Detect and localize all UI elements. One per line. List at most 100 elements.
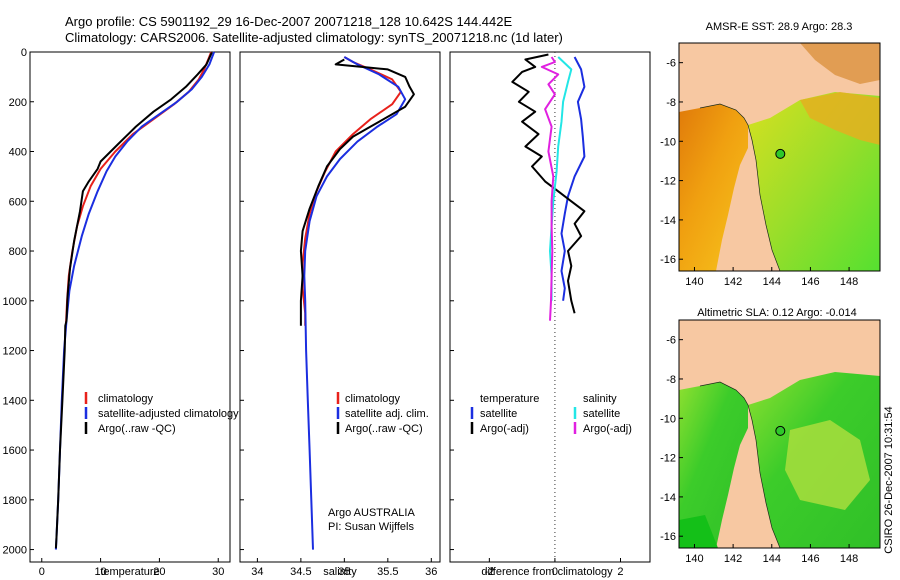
map-x-tick-label: 142 <box>724 276 742 288</box>
x-tick-label: 20 <box>153 566 165 578</box>
series-line <box>303 56 407 550</box>
y-tick-label: 200 <box>9 97 27 109</box>
sla-map-panel: Altimetric SLA: 0.12 Argo: -0.014 140 142… <box>660 307 881 565</box>
y-tick-label: 0 <box>21 47 27 59</box>
series-line <box>560 56 586 301</box>
series-line <box>540 56 560 321</box>
sla-anomaly-low <box>679 515 718 548</box>
sla-map-title: Altimetric SLA: 0.12 Argo: -0.014 <box>697 307 857 319</box>
series-line <box>511 53 586 314</box>
y-tick-label: 1000 <box>3 296 27 308</box>
sst-ocean-north <box>800 43 880 84</box>
sst-map-ticks: 140 142 144 146 148 -6 -8 -10 -12 -14 -16 <box>660 58 858 288</box>
map-y-tick-label: -16 <box>660 254 676 266</box>
legend-label-temp-argo: Argo(-adj) <box>480 423 529 435</box>
x-tick-label: 10 <box>94 566 106 578</box>
legend-salinity-heading: salinity <box>583 393 617 405</box>
x-tick-label: 34 <box>251 566 263 578</box>
temperature-legend: climatology satellite-adjusted climatolo… <box>84 392 239 435</box>
map-x-tick-label: 144 <box>763 553 781 565</box>
credit-agency: Argo AUSTRALIA <box>328 507 415 519</box>
sla-map-frame <box>678 319 881 549</box>
map-y-tick-label: -6 <box>666 58 676 70</box>
difference-series <box>511 53 586 321</box>
legend-label-adjusted: satellite-adjusted climatology <box>98 408 239 420</box>
temperature-axes-frame <box>29 51 231 563</box>
series-line <box>299 58 415 326</box>
sst-map-panel: AMSR-E SST: 28.9 Argo: 28.3 140 142 144 146… <box>660 21 881 288</box>
sst-map-title: AMSR-E SST: 28.9 Argo: 28.3 <box>706 21 853 33</box>
y-tick-label: 1800 <box>3 495 27 507</box>
sla-map-ticks: 140 142 144 146 148 -6 -8 -10 -12 -14 -16 <box>660 335 858 565</box>
legend-temperature-heading: temperature <box>480 393 539 405</box>
map-x-tick-label: 144 <box>763 276 781 288</box>
legend-label-sal-argo: Argo(-adj) <box>583 423 632 435</box>
legend-label-argo: Argo(..raw -QC) <box>98 423 176 435</box>
y-tick-label: 2000 <box>3 545 27 557</box>
y-tick-label: 1200 <box>3 346 27 358</box>
map-x-tick-label: 142 <box>724 553 742 565</box>
sst-argo-position-marker <box>775 148 786 159</box>
sst-map-frame <box>678 42 881 272</box>
difference-ticks: -2 0 2 <box>450 51 624 578</box>
series-line <box>549 56 573 301</box>
map-y-tick-label: -12 <box>660 176 676 188</box>
x-tick-label: 0 <box>39 566 45 578</box>
figure-title-line1: Argo profile: CS 5901192_29 16-Dec-2007 … <box>65 14 512 29</box>
credit-pi: PI: Susan Wijffels <box>328 521 414 533</box>
x-tick-label: 0 <box>552 566 558 578</box>
difference-legend: temperature satellite Argo(-adj) salinit… <box>470 393 632 435</box>
sst-map-field <box>679 43 880 271</box>
sla-argo-position-marker <box>775 425 786 436</box>
map-y-tick-label: -8 <box>666 374 676 386</box>
temperature-series <box>54 51 216 550</box>
map-y-tick-label: -8 <box>666 97 676 109</box>
series-line <box>54 52 213 549</box>
map-x-tick-label: 148 <box>840 553 858 565</box>
x-tick-label: 30 <box>212 566 224 578</box>
y-tick-label: 600 <box>9 196 27 208</box>
sst-coastline <box>699 103 781 271</box>
map-x-tick-label: 146 <box>801 276 819 288</box>
x-tick-label: 36 <box>425 566 437 578</box>
difference-xlabel: difference from climatology <box>481 566 613 578</box>
map-y-tick-label: -16 <box>660 531 676 543</box>
legend-label-sal-satellite: satellite <box>583 408 620 420</box>
map-x-tick-label: 140 <box>685 553 703 565</box>
x-tick-label: 35.5 <box>377 566 398 578</box>
difference-panel: -2 0 2 difference from climatology tempera… <box>449 51 651 578</box>
sst-ocean-northeast <box>800 92 880 145</box>
map-x-tick-label: 140 <box>685 276 703 288</box>
sla-map-field <box>679 320 880 548</box>
salinity-legend: climatology satellite adj. clim. Argo(..… <box>336 392 429 435</box>
sla-coastline <box>699 381 781 548</box>
map-y-tick-label: -10 <box>660 136 676 148</box>
salinity-ticks: 34 34.5 35 35.5 36 <box>240 51 437 578</box>
sst-ocean-east <box>748 92 880 271</box>
y-tick-label: 800 <box>9 246 27 258</box>
map-y-tick-label: -6 <box>666 335 676 347</box>
map-x-tick-label: 148 <box>840 276 858 288</box>
csiro-timestamp: CSIRO 26-Dec-2007 10:31:54 <box>883 406 895 553</box>
salinity-xlabel: salinity <box>323 566 357 578</box>
y-tick-label: 400 <box>9 147 27 159</box>
y-tick-label: 1400 <box>3 395 27 407</box>
x-tick-label: 34.5 <box>290 566 311 578</box>
legend-label-temp-satellite: satellite <box>480 408 517 420</box>
map-y-tick-label: -14 <box>660 492 676 504</box>
x-tick-label: 35 <box>338 566 350 578</box>
sst-ocean-west <box>679 104 748 271</box>
map-y-tick-label: -14 <box>660 215 676 227</box>
map-y-tick-label: -10 <box>660 413 676 425</box>
legend-label-climatology: climatology <box>345 393 401 405</box>
salinity-panel: 34 34.5 35 35.5 36 salinity climatology sate… <box>239 51 441 578</box>
map-x-tick-label: 146 <box>801 553 819 565</box>
y-tick-label: 1600 <box>3 445 27 457</box>
sla-ocean-west <box>679 382 748 548</box>
x-tick-label: -2 <box>484 566 494 578</box>
figure-title-line2: Climatology: CARS2006. Satellite-adjuste… <box>65 30 563 45</box>
temperature-ticks: 0 10 20 30 0 200 400 600 800 1000 1200 1400 1600 1800… <box>3 47 225 578</box>
x-tick-label: 2 <box>617 566 623 578</box>
salinity-axes-frame <box>239 51 441 563</box>
